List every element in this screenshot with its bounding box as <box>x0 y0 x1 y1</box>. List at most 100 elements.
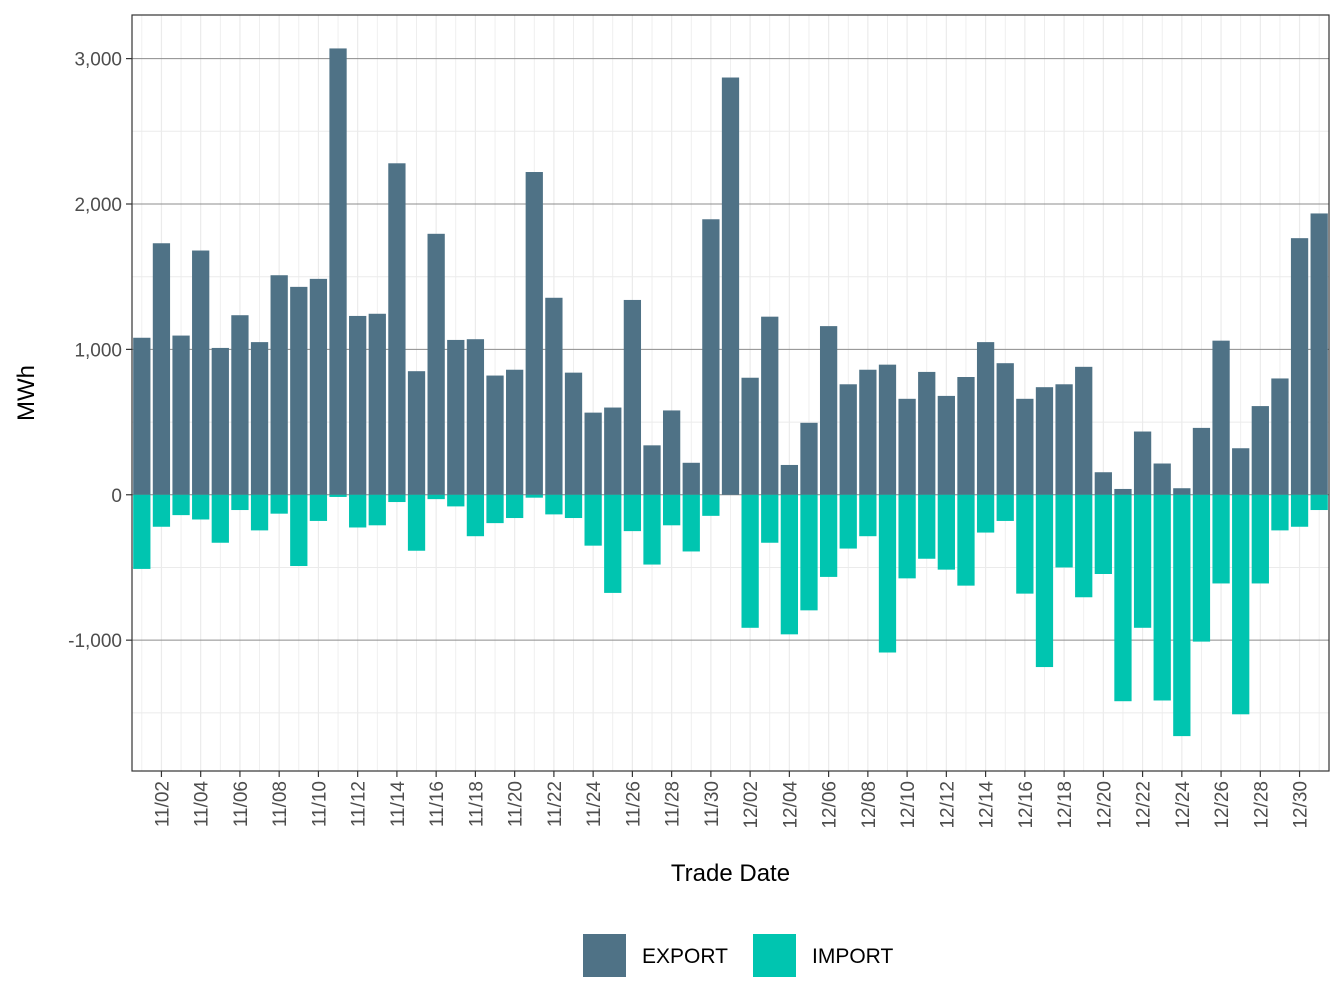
export-bar <box>682 462 700 495</box>
x-tick-label: 11/22 <box>545 781 566 827</box>
import-bar <box>957 494 975 586</box>
import-bar <box>1016 494 1034 594</box>
import-bar <box>1251 494 1269 584</box>
x-tick-label: 12/24 <box>1173 781 1194 829</box>
export-bar <box>878 364 897 495</box>
y-tick-label: 0 <box>111 486 122 507</box>
import-bar <box>1075 494 1093 598</box>
export-bar <box>898 398 916 495</box>
export-bar <box>721 77 740 495</box>
x-tick-label: 11/20 <box>506 781 527 827</box>
export-bar <box>702 219 720 495</box>
export-bar <box>290 286 308 495</box>
import-bar <box>231 494 249 511</box>
import-bar <box>800 494 818 611</box>
export-bar <box>1232 448 1250 495</box>
export-bar <box>604 407 622 495</box>
export-bar <box>172 335 190 495</box>
import-bar <box>996 494 1014 521</box>
import-bar <box>584 494 602 546</box>
export-bar <box>976 342 995 495</box>
x-tick-label: 12/18 <box>1055 781 1076 829</box>
export-bar <box>1035 387 1054 495</box>
import-bar <box>329 494 347 497</box>
import-bar <box>898 494 916 579</box>
x-tick-label: 11/24 <box>584 781 605 828</box>
import-bar <box>564 494 583 519</box>
y-tick-label: -1,000 <box>68 631 122 652</box>
y-tick-label: 2,000 <box>74 195 122 216</box>
export-bar <box>1310 213 1328 495</box>
x-tick-label: 11/26 <box>623 781 644 827</box>
import-bar <box>506 494 524 519</box>
import-bar <box>878 494 897 653</box>
import-bar <box>1212 494 1230 584</box>
export-bar <box>1114 488 1132 495</box>
import-bar <box>1055 494 1073 568</box>
export-bar <box>957 377 975 495</box>
import-bar <box>1153 494 1171 701</box>
export-bar <box>152 243 171 495</box>
x-tick-label: 11/16 <box>427 781 448 827</box>
import-bar <box>918 494 936 559</box>
export-bar <box>839 384 857 495</box>
x-tick-label: 11/10 <box>309 781 330 827</box>
import-bar <box>819 494 838 577</box>
bars <box>133 48 1328 737</box>
import-bar <box>1310 494 1328 511</box>
export-bar <box>741 377 759 495</box>
export-bar <box>564 372 583 495</box>
import-bar <box>1290 494 1309 527</box>
y-tick-label: 1,000 <box>74 340 122 361</box>
export-bar <box>545 297 563 495</box>
import-bar <box>1114 494 1132 702</box>
x-tick-label: 12/16 <box>1016 781 1037 829</box>
export-bar <box>937 395 955 495</box>
export-bar <box>1251 406 1269 495</box>
export-bar <box>800 422 818 495</box>
export-bar <box>250 342 269 495</box>
import-bar <box>1192 494 1211 642</box>
import-bar <box>623 494 642 532</box>
export-bar <box>329 48 347 495</box>
export-bar <box>1133 431 1152 495</box>
x-tick-label: 11/12 <box>349 781 370 827</box>
x-tick-label: 11/08 <box>270 781 291 827</box>
import-bar <box>192 494 210 520</box>
export-bar <box>525 172 543 495</box>
export-bar <box>349 315 367 495</box>
import-bar <box>172 494 190 516</box>
import-bar <box>211 494 229 543</box>
import-bar <box>486 494 504 524</box>
y-axis-title: MWh <box>13 365 40 421</box>
import-bar <box>780 494 799 635</box>
x-tick-label: 11/28 <box>663 781 684 827</box>
x-tick-label: 11/06 <box>231 781 252 827</box>
export-bar <box>270 275 288 495</box>
export-bar <box>643 445 661 495</box>
x-tick-label: 12/12 <box>937 781 958 829</box>
export-bar <box>133 337 151 495</box>
export-bar <box>427 233 445 495</box>
import-bar <box>368 494 386 526</box>
export-bar <box>623 299 642 495</box>
x-tick-label: 11/14 <box>388 781 409 828</box>
import-bar <box>839 494 857 549</box>
import-bar <box>349 494 367 528</box>
legend-swatch-import <box>753 934 796 977</box>
import-bar <box>643 494 661 565</box>
import-bar <box>1035 494 1054 668</box>
export-bar <box>486 375 504 495</box>
legend: EXPORT IMPORT <box>583 934 893 977</box>
export-bar <box>231 315 249 495</box>
import-bar <box>1094 494 1112 575</box>
import-bar <box>447 494 465 507</box>
legend-label-import: IMPORT <box>812 945 893 968</box>
import-bar <box>604 494 622 593</box>
export-bar <box>407 371 426 495</box>
export-bar <box>1153 463 1171 495</box>
import-bar <box>309 494 328 521</box>
export-bar <box>211 347 229 495</box>
import-bar <box>466 494 485 537</box>
